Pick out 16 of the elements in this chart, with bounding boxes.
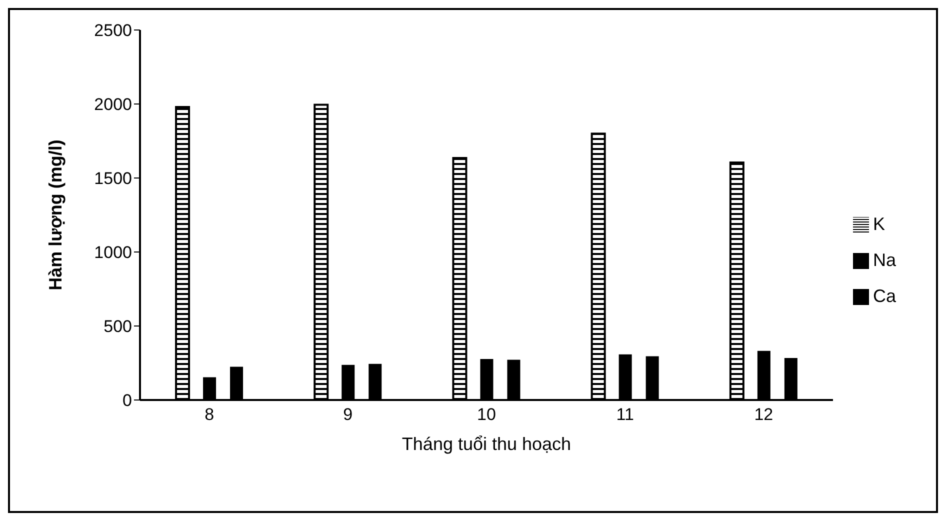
- y-tick-label: 1500: [94, 169, 132, 188]
- legend-label: Ca: [872, 286, 896, 306]
- y-tick-label: 2000: [94, 95, 132, 114]
- y-tick-label: 1000: [94, 243, 132, 262]
- x-tick-label: 8: [204, 405, 214, 424]
- x-tick-label: 11: [616, 405, 634, 424]
- legend-label: K: [872, 214, 885, 234]
- y-tick-label: 0: [122, 391, 132, 410]
- x-tick-label: 9: [343, 405, 353, 424]
- x-tick-label: 12: [754, 405, 774, 424]
- x-tick-label: 10: [477, 405, 496, 424]
- y-tick-label: 2500: [94, 21, 132, 40]
- x-axis-title: Tháng tuổi thu hoạch: [402, 434, 572, 454]
- legend-label: Na: [872, 250, 896, 270]
- y-tick-label: 500: [104, 317, 132, 336]
- y-axis-title: Hàm lượng (mg/l): [45, 140, 66, 290]
